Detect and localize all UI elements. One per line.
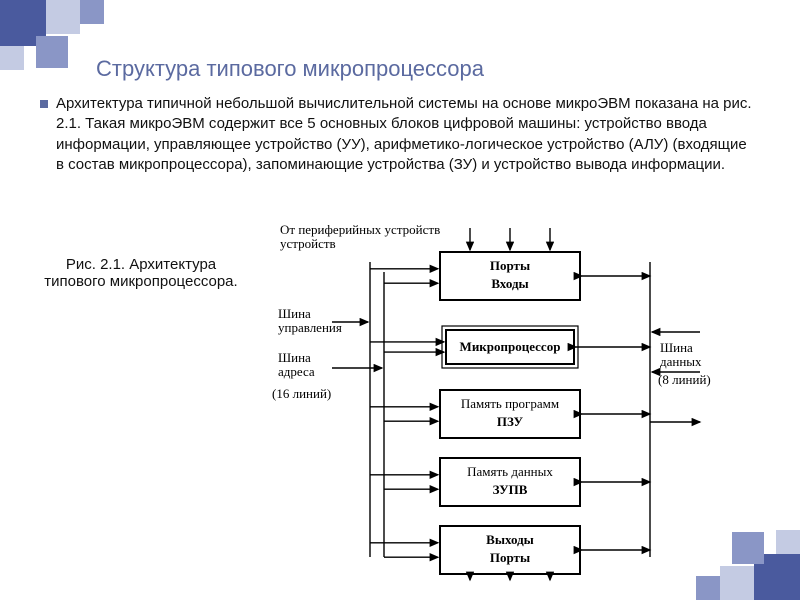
- svg-text:(16 линий): (16 линий): [272, 386, 331, 401]
- svg-text:данных: данных: [660, 354, 702, 369]
- svg-text:От периферийных устройств: От периферийных устройств: [280, 222, 440, 237]
- svg-text:Шина: Шина: [278, 350, 311, 365]
- svg-text:Шина: Шина: [278, 306, 311, 321]
- svg-text:устройств: устройств: [280, 236, 336, 251]
- svg-text:Входы: Входы: [491, 276, 528, 291]
- sq: [80, 0, 104, 24]
- sq: [732, 532, 764, 564]
- sq: [36, 36, 68, 68]
- bullet-icon: [40, 100, 48, 108]
- slide-title: Структура типового микропроцессора: [96, 56, 484, 82]
- body-paragraph: Архитектура типичной небольшой вычислите…: [56, 94, 756, 175]
- svg-text:Память программ: Память программ: [461, 396, 559, 411]
- svg-text:(8 линий): (8 линий): [658, 372, 711, 387]
- sq: [0, 46, 24, 70]
- svg-text:ПЗУ: ПЗУ: [497, 414, 524, 429]
- svg-text:Порты: Порты: [490, 258, 530, 273]
- svg-text:Выходы: Выходы: [486, 532, 534, 547]
- architecture-diagram: Порты Входы Микропроцессор Память программ П…: [260, 222, 720, 582]
- sq: [720, 566, 754, 600]
- svg-text:Шина: Шина: [660, 340, 693, 355]
- sq: [46, 0, 80, 34]
- svg-text:Порты: Порты: [490, 550, 530, 565]
- sq: [776, 530, 800, 554]
- svg-text:Микропроцессор: Микропроцессор: [460, 339, 561, 354]
- svg-text:адреса: адреса: [278, 364, 315, 379]
- svg-text:ЗУПВ: ЗУПВ: [493, 482, 528, 497]
- figure-caption: Рис. 2.1. Архитектура типового микропроц…: [36, 256, 246, 290]
- svg-text:Память данных: Память данных: [467, 464, 553, 479]
